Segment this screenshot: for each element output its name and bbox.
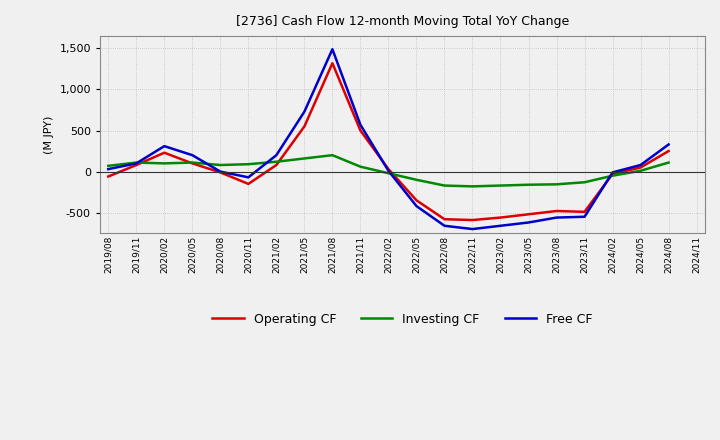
営業CF (216, 170, 225, 175)
営業CF (524, 212, 533, 217)
営業CF (272, 162, 281, 168)
投資CF (356, 164, 365, 169)
投資CF (580, 180, 589, 185)
投資CF (132, 160, 140, 165)
営業CF (608, 172, 617, 177)
投資CF (468, 184, 477, 189)
営業CF (580, 209, 589, 214)
フリーCF (665, 142, 673, 147)
投資CF (104, 163, 112, 169)
営業CF (244, 181, 253, 187)
投資CF (160, 161, 168, 166)
フリーCF (552, 215, 561, 220)
営業CF (412, 198, 420, 203)
営業CF (468, 217, 477, 223)
投資CF (188, 160, 197, 165)
投資CF (384, 171, 392, 176)
営業CF (636, 165, 645, 170)
投資CF (608, 173, 617, 178)
フリーCF (244, 175, 253, 180)
投資CF (412, 177, 420, 183)
フリーCF (468, 227, 477, 232)
フリーCF (188, 153, 197, 158)
Line: 営業CF: 営業CF (108, 63, 669, 220)
営業CF (552, 209, 561, 214)
フリーCF (160, 143, 168, 149)
営業CF (384, 166, 392, 172)
営業CF (328, 61, 337, 66)
営業CF (104, 174, 112, 179)
営業CF (356, 128, 365, 133)
投資CF (300, 156, 309, 161)
フリーCF (636, 162, 645, 168)
フリーCF (132, 161, 140, 166)
フリーCF (356, 122, 365, 128)
営業CF (665, 148, 673, 154)
フリーCF (272, 153, 281, 158)
フリーCF (496, 223, 505, 228)
フリーCF (440, 223, 449, 228)
フリーCF (580, 214, 589, 220)
営業CF (440, 216, 449, 222)
投資CF (665, 160, 673, 165)
投資CF (636, 168, 645, 173)
フリーCF (216, 169, 225, 174)
Line: 投資CF: 投資CF (108, 155, 669, 187)
営業CF (496, 215, 505, 220)
フリーCF (412, 203, 420, 209)
Legend: Operating CF, Investing CF, Free CF: Operating CF, Investing CF, Free CF (207, 308, 598, 331)
投資CF (216, 162, 225, 168)
Line: フリーCF: フリーCF (108, 49, 669, 229)
Y-axis label: (M JPY): (M JPY) (44, 115, 54, 154)
フリーCF (104, 166, 112, 172)
フリーCF (384, 168, 392, 173)
営業CF (188, 161, 197, 166)
投資CF (552, 182, 561, 187)
Title: [2736] Cash Flow 12-month Moving Total YoY Change: [2736] Cash Flow 12-month Moving Total Y… (236, 15, 569, 28)
フリーCF (608, 170, 617, 175)
投資CF (496, 183, 505, 188)
営業CF (132, 162, 140, 168)
フリーCF (524, 220, 533, 225)
投資CF (272, 159, 281, 165)
投資CF (524, 182, 533, 187)
投資CF (440, 183, 449, 188)
フリーCF (300, 109, 309, 114)
営業CF (160, 150, 168, 155)
営業CF (300, 124, 309, 129)
投資CF (328, 153, 337, 158)
フリーCF (328, 47, 337, 52)
投資CF (244, 161, 253, 167)
